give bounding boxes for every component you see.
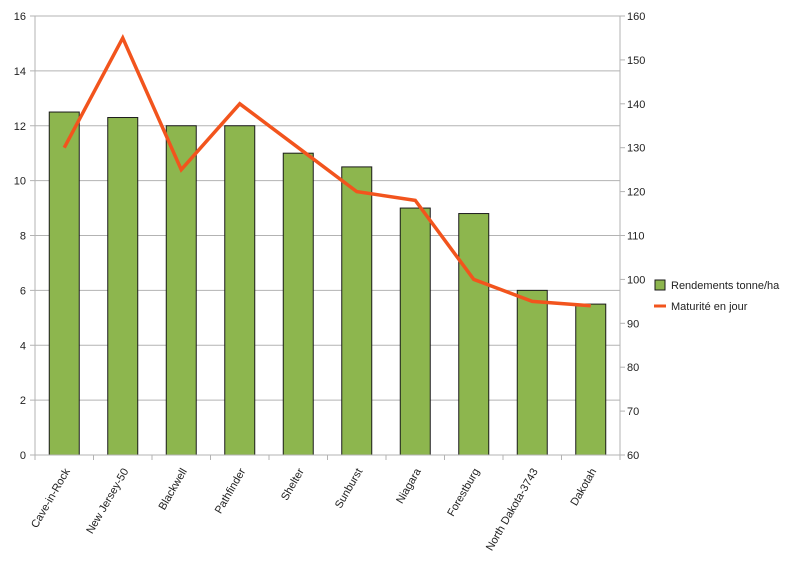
bar — [48, 111, 80, 456]
left-tick-label: 2 — [20, 395, 26, 407]
left-tick-label: 14 — [14, 66, 26, 78]
left-tick-label: 8 — [20, 231, 26, 243]
category-label: Shelter — [279, 466, 307, 502]
bar — [399, 207, 431, 456]
right-axis-ticks: 60 70 80 90 100 110 120 130 140 150 160 — [620, 11, 645, 462]
line-series — [62, 33, 591, 308]
bar — [224, 125, 256, 456]
legend: Rendements tonne/ha Maturité en jour — [654, 279, 780, 313]
right-tick-label: 90 — [627, 318, 639, 330]
legend-swatch-bar — [654, 279, 666, 291]
right-tick-label: 80 — [627, 362, 639, 374]
left-tick-label: 16 — [14, 11, 26, 23]
bar — [165, 125, 197, 456]
bar — [341, 166, 373, 456]
legend-label-bar: Rendements tonne/ha — [671, 280, 780, 292]
right-tick-label: 130 — [627, 143, 645, 155]
bar-series — [48, 111, 607, 456]
category-label: North Dakota-3743 — [484, 467, 541, 553]
legend-label-line: Maturité en jour — [671, 301, 748, 313]
right-tick-label: 120 — [627, 187, 645, 199]
right-tick-label: 100 — [627, 274, 645, 286]
category-label: Cave-in-Rock — [29, 466, 73, 530]
bar — [107, 117, 139, 456]
category-label: Sunburst — [333, 467, 365, 511]
right-tick-label: 110 — [627, 231, 645, 243]
category-label: Dakotah — [568, 467, 599, 508]
left-tick-label: 0 — [20, 450, 26, 462]
right-tick-label: 160 — [627, 11, 645, 23]
left-tick-label: 10 — [14, 176, 26, 188]
maturity-line — [62, 33, 591, 308]
right-tick-label: 60 — [627, 450, 639, 462]
right-tick-label: 150 — [627, 55, 645, 67]
x-axis-ticks: Cave-in-Rock New Jersey-50 Blackwell Pathfi… — [29, 455, 621, 553]
category-label: Pathfinder — [213, 466, 249, 516]
left-axis-ticks: 0 2 4 6 8 10 12 14 16 — [14, 11, 35, 462]
right-tick-label: 70 — [627, 406, 639, 418]
bar — [516, 289, 548, 456]
category-label: New Jersey-50 — [84, 467, 131, 537]
category-label: Blackwell — [157, 467, 190, 513]
left-tick-label: 12 — [14, 121, 26, 133]
bar — [575, 303, 607, 456]
bar — [458, 213, 490, 456]
right-tick-label: 140 — [627, 99, 645, 111]
left-tick-label: 6 — [20, 285, 26, 297]
category-label: Niagara — [394, 466, 424, 506]
left-tick-label: 4 — [20, 340, 26, 352]
bar — [282, 152, 314, 456]
category-label: Forestburg — [445, 467, 482, 519]
